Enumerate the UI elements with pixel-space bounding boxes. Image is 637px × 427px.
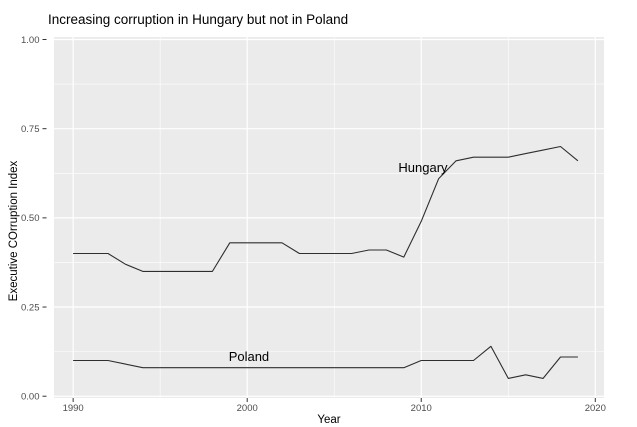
y-tick-label: 0.75 — [21, 124, 40, 135]
y-tick-label: 0.50 — [21, 213, 40, 224]
plot-panel: 1990 2000 2010 2020 0.00 0.25 0.50 0.75 1.00 Hung… — [21, 35, 606, 414]
series-label-hungary: Hungary — [398, 160, 448, 175]
x-axis-title: Year — [317, 414, 340, 426]
series-line-hungary — [73, 145, 579, 272]
series-label-poland: Poland — [229, 349, 269, 364]
series-line-poland — [73, 345, 578, 379]
y-tick-label: 1.00 — [21, 35, 40, 46]
y-axis-title: Executive COrruption Index — [8, 160, 20, 301]
y-tick-label: 0.25 — [21, 302, 40, 313]
x-tick-label: 2000 — [237, 403, 258, 414]
chart-title: Increasing corruption in Hungary but not… — [48, 12, 348, 27]
x-tick-label: 2020 — [585, 403, 606, 414]
x-tick-label: 2010 — [411, 403, 432, 414]
y-tick-label: 0.00 — [21, 392, 40, 403]
x-tick-label: 1990 — [63, 403, 84, 414]
